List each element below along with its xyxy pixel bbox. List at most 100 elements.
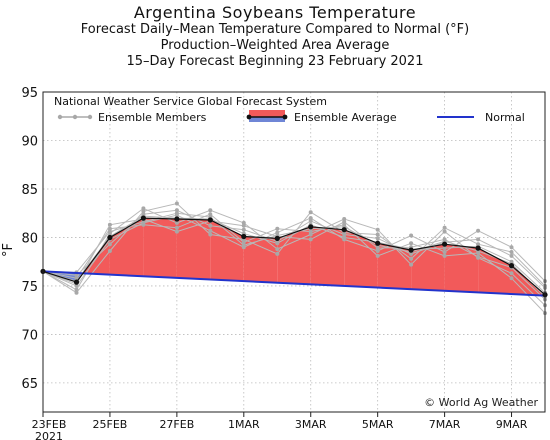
x-tick-label: 7MAR bbox=[429, 418, 461, 431]
anomaly-fill-segment bbox=[377, 243, 412, 290]
ensemble-average-point bbox=[207, 217, 213, 223]
ensemble-member-point bbox=[241, 223, 246, 228]
ensemble-member-point bbox=[141, 219, 146, 224]
watermark: © World Ag Weather bbox=[424, 396, 538, 409]
ensemble-member-point bbox=[476, 254, 481, 259]
ensemble-member-point bbox=[409, 241, 414, 246]
ensemble-member-point bbox=[375, 253, 380, 258]
legend-members-swatch-point bbox=[72, 114, 78, 120]
ensemble-average-point bbox=[241, 233, 247, 240]
ensemble-average-point bbox=[174, 216, 180, 222]
y-axis-label: °F bbox=[1, 243, 16, 257]
ensemble-average-point bbox=[442, 241, 448, 247]
ensemble-member-point bbox=[375, 236, 380, 241]
legend-average-swatch-red bbox=[249, 110, 285, 117]
ensemble-member-point bbox=[442, 250, 447, 254]
ensemble-member-point bbox=[442, 246, 447, 251]
y-tick-label: 65 bbox=[21, 377, 38, 392]
ensemble-member-point bbox=[107, 249, 112, 253]
x-tick-label: 3MAR bbox=[295, 418, 327, 431]
y-tick-label: 70 bbox=[21, 328, 38, 343]
ensemble-member-point bbox=[241, 220, 246, 225]
ensemble-member-point bbox=[375, 249, 380, 253]
ensemble-member-point bbox=[409, 256, 414, 261]
ensemble-member-point bbox=[375, 246, 380, 251]
ensemble-member-point bbox=[141, 206, 146, 211]
anomaly-fill-segment bbox=[176, 219, 211, 280]
ensemble-member-point bbox=[141, 222, 146, 227]
x-tick-label: 27FEB bbox=[159, 418, 194, 431]
legend-members-label: Ensemble Members bbox=[98, 111, 207, 124]
ensemble-member-point bbox=[442, 229, 447, 234]
ensemble-member-point bbox=[308, 216, 313, 221]
ensemble-member-point bbox=[375, 232, 380, 237]
ensemble-member-point bbox=[208, 212, 213, 217]
legend-members-swatch-point bbox=[87, 114, 93, 120]
ensemble-member-point bbox=[275, 241, 280, 246]
ensemble-member-point bbox=[275, 226, 280, 231]
normal-line bbox=[42, 270, 546, 297]
anomaly-fill-segment bbox=[143, 218, 177, 278]
anomaly-fill-segment bbox=[344, 229, 378, 288]
ensemble-member-line bbox=[42, 218, 546, 300]
ensemble-member-point bbox=[241, 240, 246, 245]
ensemble-member-point bbox=[308, 229, 313, 234]
ensemble-average-point bbox=[73, 279, 80, 285]
ensemble-member-point bbox=[208, 223, 213, 228]
chart-subtitle-3: 15–Day Forecast Beginning 23 February 20… bbox=[126, 54, 424, 69]
x-tick-label: 9MAR bbox=[496, 418, 528, 431]
ensemble-member-point bbox=[208, 228, 213, 233]
ensemble-member-point bbox=[476, 237, 481, 242]
ensemble-average-point bbox=[375, 240, 381, 246]
ensemble-member-point bbox=[509, 245, 514, 250]
chart-subtitle-1: Forecast Daily–Mean Temperature Compared… bbox=[80, 22, 470, 37]
chart-subtitle-2: Production–Weighted Area Average bbox=[160, 38, 390, 53]
x-tick-label: 25FEB bbox=[93, 418, 128, 431]
ensemble-average-point bbox=[341, 227, 347, 233]
ensemble-member-line bbox=[42, 209, 546, 289]
y-tick-label: 90 bbox=[21, 134, 38, 149]
ensemble-member-point bbox=[409, 262, 414, 267]
ensemble-member-point bbox=[409, 233, 414, 238]
ensemble-member-point bbox=[107, 222, 112, 227]
ensemble-member-point bbox=[342, 219, 347, 224]
ensemble-member-point bbox=[208, 208, 213, 213]
ensemble-average-point bbox=[508, 263, 515, 269]
ensemble-member-point bbox=[141, 209, 146, 214]
x-tick-label: 5MAR bbox=[362, 418, 394, 431]
ensemble-member-point bbox=[107, 226, 112, 231]
legend-normal-label: Normal bbox=[485, 111, 525, 124]
chart-title: Argentina Soybeans Temperature bbox=[133, 3, 417, 22]
legend: National Weather Service Global Forecast… bbox=[54, 95, 525, 124]
title-block: Argentina Soybeans Temperature Forecast … bbox=[0, 3, 550, 70]
ensemble-average-point bbox=[274, 235, 280, 241]
ensemble-average-point bbox=[408, 247, 414, 253]
ensemble-member-point bbox=[442, 225, 447, 230]
ensemble-member-point bbox=[174, 201, 179, 206]
ensemble-member-point bbox=[275, 230, 280, 235]
ensemble-member-point bbox=[375, 227, 380, 232]
anomaly-fill-segment bbox=[243, 236, 278, 283]
ensemble-member-point bbox=[509, 253, 514, 258]
ensemble-average-point bbox=[475, 245, 481, 251]
anomaly-fill-segment bbox=[411, 244, 445, 291]
y-tick-label: 95 bbox=[21, 86, 38, 101]
ensemble-member-point bbox=[308, 210, 313, 215]
ensemble-member-point bbox=[442, 253, 447, 258]
x-tick-label: 1MAR bbox=[228, 418, 260, 431]
ensemble-member-point bbox=[107, 229, 112, 234]
anomaly-fill-segment bbox=[277, 226, 311, 285]
y-tick-label: 80 bbox=[21, 231, 38, 246]
ensemble-average-point bbox=[107, 234, 113, 241]
ensemble-member-point bbox=[342, 235, 347, 240]
ensemble-member-point bbox=[241, 243, 246, 248]
ensemble-average-series bbox=[40, 215, 548, 298]
ensemble-member-point bbox=[174, 208, 179, 213]
anomaly-fill-segment bbox=[310, 226, 345, 286]
ensemble-member-point bbox=[308, 237, 313, 242]
legend-average-label: Ensemble Average bbox=[294, 111, 397, 124]
x-tick-sublabel: 2021 bbox=[35, 430, 63, 440]
x-tick-label: 23FEB bbox=[32, 418, 67, 431]
